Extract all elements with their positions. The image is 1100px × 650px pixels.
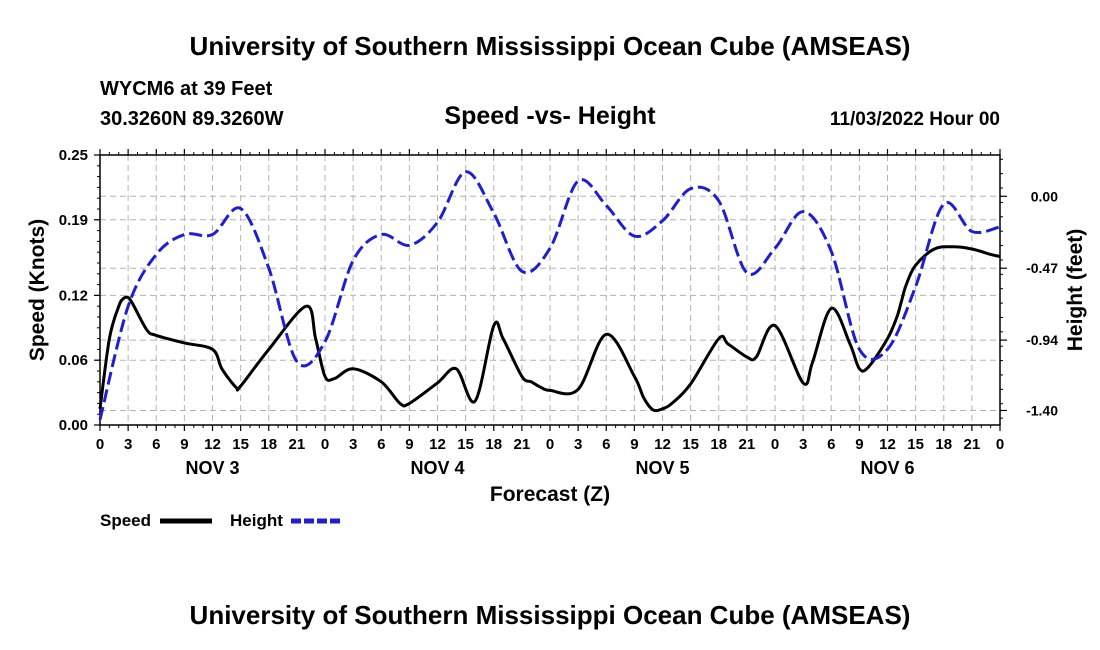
x-tick-label: 6 — [152, 436, 160, 453]
y2-tick-label: -0.47 — [1026, 260, 1058, 276]
y-tick-label: 0.00 — [59, 417, 88, 434]
x-tick-label: 3 — [799, 436, 807, 453]
forecast-date: 11/03/2022 Hour 00 — [830, 109, 1000, 130]
day-label: NOV 6 — [860, 458, 914, 478]
y-axis-title: Speed (Knots) — [26, 219, 49, 361]
legend-label-speed: Speed — [100, 511, 151, 530]
x-tick-label: 3 — [124, 436, 132, 453]
day-label: NOV 5 — [635, 458, 689, 478]
x-tick-label: 18 — [485, 436, 502, 453]
x-tick-label: 0 — [996, 436, 1004, 453]
series-line-height — [98, 170, 1001, 420]
x-tick-label: 21 — [514, 436, 531, 453]
x-tick-label: 21 — [964, 436, 981, 453]
x-tick-label: 21 — [289, 436, 306, 453]
x-tick-label: 12 — [879, 436, 896, 453]
x-tick-label: 3 — [574, 436, 582, 453]
x-axis-title: Forecast (Z) — [490, 483, 610, 506]
day-label: NOV 3 — [185, 458, 239, 478]
grid — [100, 155, 1000, 425]
chart-title: Speed -vs- Height — [444, 102, 656, 130]
legend: Speed Height — [100, 511, 343, 530]
tick-labels: 0 3 6 9 12 15 18 21 0 3 6 9 12 15 18 21 0 3 6 9 12 15 18 21 0 3 6 9… — [59, 147, 1058, 478]
y-tick-label: 0.12 — [59, 287, 88, 304]
x-tick-label: 9 — [180, 436, 188, 453]
legend-label-height: Height — [230, 511, 283, 530]
y-tick-label: 0.19 — [59, 212, 88, 229]
x-tick-label: 18 — [260, 436, 277, 453]
x-tick-label: 6 — [827, 436, 835, 453]
x-tick-label: 15 — [907, 436, 924, 453]
series-lines — [98, 170, 1001, 420]
footer-title: University of Southern Mississippi Ocean… — [190, 600, 911, 630]
x-tick-label: 0 — [321, 436, 329, 453]
x-tick-label: 0 — [96, 436, 104, 453]
figure-title: University of Southern Mississippi Ocean… — [190, 31, 911, 61]
x-tick-label: 21 — [739, 436, 756, 453]
y2-tick-label: -1.40 — [1026, 402, 1058, 418]
series-line-speed — [98, 245, 1001, 413]
x-tick-label: 9 — [630, 436, 638, 453]
y-tick-label: 0.06 — [59, 352, 88, 369]
x-tick-label: 6 — [377, 436, 385, 453]
x-tick-label: 9 — [405, 436, 413, 453]
y2-tick-label: -0.94 — [1026, 332, 1058, 348]
day-label: NOV 4 — [410, 458, 464, 478]
y-tick-label: 0.25 — [59, 147, 88, 164]
x-tick-label: 12 — [429, 436, 446, 453]
x-tick-label: 6 — [602, 436, 610, 453]
x-tick-label: 18 — [935, 436, 952, 453]
x-tick-label: 12 — [654, 436, 671, 453]
x-tick-label: 15 — [682, 436, 699, 453]
y2-axis-title: Height (feet) — [1064, 229, 1087, 352]
x-tick-label: 12 — [204, 436, 221, 453]
x-tick-label: 0 — [546, 436, 554, 453]
x-tick-label: 3 — [349, 436, 357, 453]
coordinates-label: 30.3260N 89.3260W — [100, 108, 284, 130]
x-tick-label: 18 — [710, 436, 727, 453]
y2-tick-label: 0.00 — [1031, 188, 1058, 204]
x-tick-label: 0 — [771, 436, 779, 453]
x-tick-label: 15 — [457, 436, 474, 453]
axis-ticks — [94, 149, 1007, 431]
x-tick-label: 15 — [232, 436, 249, 453]
x-tick-label: 9 — [855, 436, 863, 453]
station-label: WYCM6 at 39 Feet — [100, 78, 273, 100]
